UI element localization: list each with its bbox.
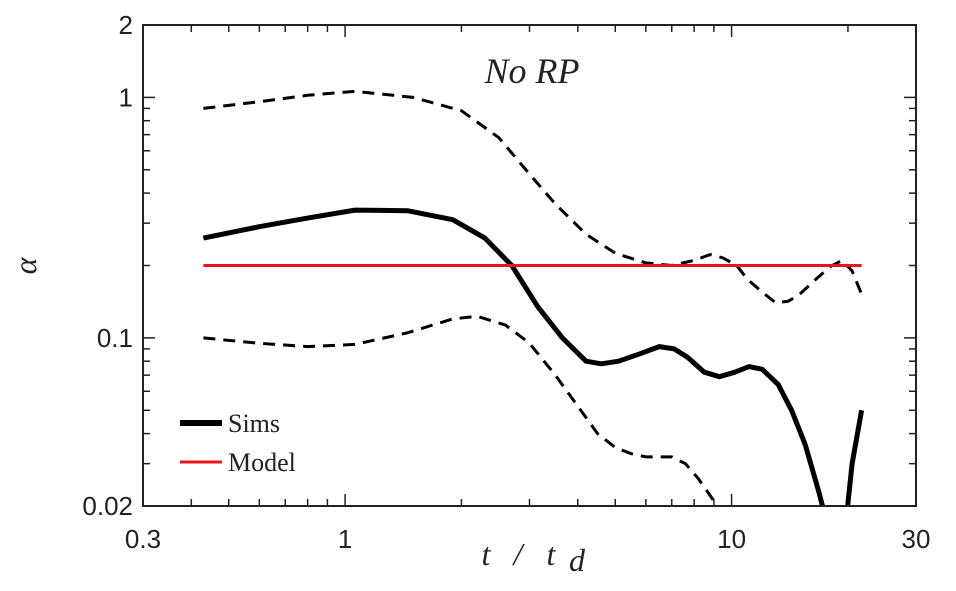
x-tick-label: 1 [338, 524, 352, 554]
x-axis-label-numerator: t [482, 536, 492, 572]
series-sims [202, 207, 865, 506]
y-axis-label: α [7, 256, 43, 274]
x-tick-label: 0.3 [125, 524, 161, 554]
x-axis-label-separator: / [512, 536, 526, 572]
x-axis-label-subscript: d [569, 542, 586, 578]
chart-title: No RP [484, 51, 580, 91]
y-tick-label: 0.1 [97, 323, 133, 353]
y-tick-label: 0.02 [82, 491, 133, 521]
tick-labels: 0.3 1 10 30 0.02 0.1 1 2 [82, 10, 930, 554]
y-tick-label: 1 [119, 82, 133, 112]
x-axis-label-denominator: t [547, 536, 557, 572]
series-sims-lower-bound [203, 314, 716, 502]
legend-sims-label: Sims [228, 409, 280, 438]
plot-frame [142, 24, 917, 507]
legend-model-label: Model [228, 448, 296, 477]
y-tick-label: 2 [119, 10, 133, 40]
x-tick-label: 10 [717, 524, 746, 554]
series-group [202, 89, 865, 506]
legend: Sims Model [180, 409, 296, 477]
series-sims-upper-bound [203, 89, 863, 305]
x-axis-label: t / t d [482, 536, 586, 578]
x-tick-label: 30 [902, 524, 931, 554]
